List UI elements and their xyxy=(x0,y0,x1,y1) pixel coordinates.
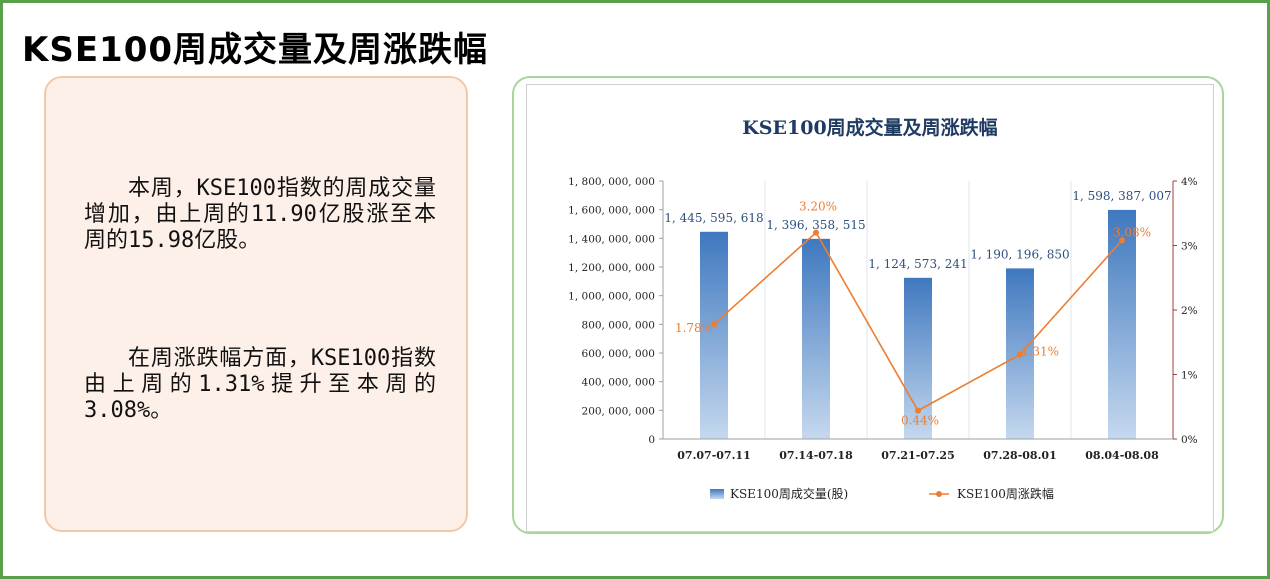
x-axis-tick-label: 07.28-08.01 xyxy=(983,449,1056,462)
chart-card: 0 200, 000, 000 400, 000, 000 600, 000, 000… xyxy=(512,76,1224,534)
change-point xyxy=(1119,237,1125,244)
combo-chart: 0 200, 000, 000 400, 000, 000 600, 000, 000… xyxy=(568,116,1198,501)
volume-bar xyxy=(802,238,830,439)
left-axis-tick-label: 1, 400, 000, 000 xyxy=(568,233,655,245)
volume-bar-label: 1, 396, 358, 515 xyxy=(766,218,865,232)
volume-bar-label: 1, 190, 196, 850 xyxy=(970,247,1069,261)
change-point xyxy=(915,407,921,414)
chart-area: 0 200, 000, 000 400, 000, 000 600, 000, 000… xyxy=(526,84,1214,532)
left-axis-tick-label: 400, 000, 000 xyxy=(582,377,655,389)
legend-label-volume: KSE100周成交量(股) xyxy=(730,486,848,501)
x-axis-tick-label: 07.07-07.11 xyxy=(677,449,750,462)
x-axis-tick-label: 07.21-07.25 xyxy=(881,449,954,462)
volume-bar-label: 1, 445, 595, 618 xyxy=(664,211,763,225)
change-point xyxy=(1017,351,1023,358)
x-axis-tick-label: 07.14-07.18 xyxy=(779,449,853,462)
legend-label-change: KSE100周涨跌幅 xyxy=(957,486,1054,501)
left-axis-tick-label: 0 xyxy=(648,434,655,446)
chart-title: KSE100周成交量及周涨跌幅 xyxy=(742,116,997,139)
volume-bar-label: 1, 124, 573, 241 xyxy=(868,257,967,271)
left-axis-tick-label: 1, 600, 000, 000 xyxy=(568,205,655,217)
legend-marker-change xyxy=(936,491,942,497)
volume-bar xyxy=(1108,209,1136,439)
left-axis-tick-label: 1, 800, 000, 000 xyxy=(568,176,655,188)
summary-paragraph-change: 在周涨跌幅方面，KSE100指数由上周的1.31%提升至本周的3.08%。 xyxy=(84,346,436,423)
change-point-label: 3.20% xyxy=(799,200,837,214)
legend-swatch-volume xyxy=(710,489,724,499)
left-axis-tick-label: 800, 000, 000 xyxy=(582,319,655,331)
page-title: KSE100周成交量及周涨跌幅 xyxy=(22,30,489,70)
summary-card: 本周，KSE100指数的周成交量增加，由上周的11.90亿股涨至本周的15.98… xyxy=(44,76,468,532)
volume-bar xyxy=(700,231,728,439)
right-axis-tick-label: 1% xyxy=(1181,370,1198,382)
left-axis-tick-label: 1, 200, 000, 000 xyxy=(568,262,655,274)
change-point-label: 1.31% xyxy=(1021,345,1059,359)
summary-paragraph-volume: 本周，KSE100指数的周成交量增加，由上周的11.90亿股涨至本周的15.98… xyxy=(84,176,436,253)
change-point xyxy=(711,321,717,328)
x-axis-tick-label: 08.04-08.08 xyxy=(1085,449,1159,462)
left-axis-tick-label: 200, 000, 000 xyxy=(582,405,655,417)
change-point-label: 0.44% xyxy=(901,414,939,428)
right-axis-tick-label: 2% xyxy=(1181,305,1198,317)
right-axis-tick-label: 3% xyxy=(1181,241,1198,253)
change-point xyxy=(813,229,819,236)
left-axis-tick-label: 600, 000, 000 xyxy=(582,348,655,360)
change-point-label: 1.78% xyxy=(675,321,713,335)
left-axis-tick-label: 1, 000, 000, 000 xyxy=(568,291,655,303)
volume-bar-label: 1, 598, 387, 007 xyxy=(1072,189,1171,203)
change-point-label: 3.08% xyxy=(1113,225,1151,239)
right-axis-tick-label: 4% xyxy=(1181,176,1198,188)
right-axis-tick-label: 0% xyxy=(1181,434,1198,446)
